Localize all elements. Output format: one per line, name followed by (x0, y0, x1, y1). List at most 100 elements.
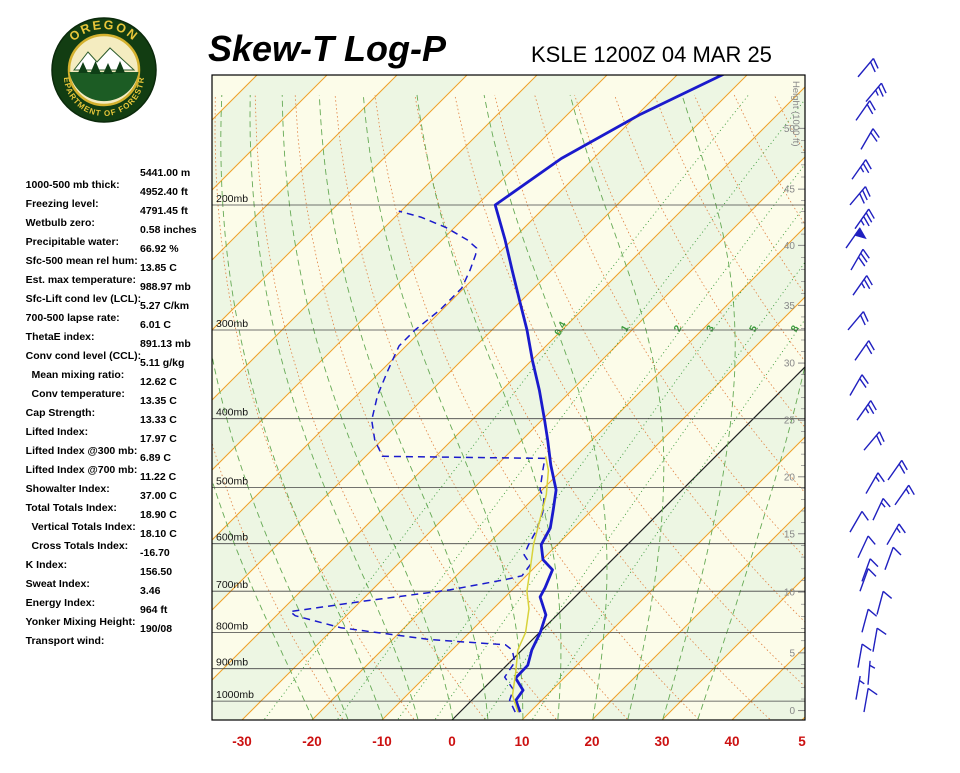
index-row: Freezing level: 4952.40 ft (14, 186, 219, 210)
mixing-ratio-label: 8 (789, 323, 802, 333)
mixing-ratio-label: 1 (619, 323, 632, 333)
index-value: 6.01 C (140, 319, 171, 331)
index-label: Precipitable water: (25, 236, 120, 248)
index-row: Sfc-Lift cond lev (LCL): 988.97 mb (14, 281, 219, 305)
index-row: Sfc-500 mean rel hum: 66.92 % (14, 243, 219, 267)
index-row: Wetbulb zero: 4791.45 ft (14, 205, 219, 229)
mixing-ratio-label: 2 (672, 323, 685, 333)
index-label: Lifted Index: (25, 426, 89, 438)
pressure-label: 500mb (216, 475, 248, 487)
pressure-label: 700mb (216, 579, 248, 591)
index-label: 1000-500 mb thick: (25, 179, 120, 191)
height-tick-label: 40 (784, 241, 796, 252)
index-row: K Index: -16.70 (14, 547, 219, 571)
index-value: 17.97 C (140, 433, 177, 445)
temp-axis-label: -20 (302, 734, 322, 749)
index-value: 5.27 C/km (140, 300, 190, 312)
index-value: 4952.40 ft (140, 186, 188, 198)
index-value: 964 ft (140, 604, 168, 616)
index-label: Wetbulb zero: (25, 217, 95, 229)
indices-panel: 1000-500 mb thick: 5441.00 m Freezing le… (14, 167, 219, 647)
index-value: 156.50 (140, 566, 173, 578)
index-value: 190/08 (140, 623, 173, 635)
index-row: Precipitable water: 0.58 inches (14, 224, 219, 248)
index-label: Energy Index: (25, 597, 96, 609)
index-row: Lifted Index: 13.33 C (14, 414, 219, 438)
index-value: 5.11 g/kg (140, 357, 185, 369)
page-title: Skew-T Log-P (208, 28, 447, 69)
mixing-ratio-label: 3 (705, 323, 718, 333)
index-row: Lifted Index @700 mb: 6.89 C (14, 452, 219, 476)
index-row: Yonker Mixing Height: 964 ft (14, 604, 219, 628)
temp-axis-label: 5 (798, 734, 806, 749)
index-label: Cap Strength: (25, 407, 96, 419)
pressure-label: 400mb (216, 407, 248, 419)
index-row: Showalter Index: 11.22 C (14, 471, 219, 495)
height-tick-label: 35 (784, 301, 796, 312)
odf-logo: OREGON DEPARTMENT OF FORESTRY (50, 14, 157, 123)
pressure-label: 200mb (216, 193, 248, 205)
plot-background: 0.4 1 2 3 5 8 (212, 75, 805, 720)
index-label: Transport wind: (25, 635, 105, 647)
wind-barbs (845, 58, 915, 713)
index-value: 18.10 C (140, 528, 177, 540)
index-value: 66.92 % (140, 243, 179, 255)
index-label: Sfc-Lift cond lev (LCL): (25, 293, 142, 305)
index-value: 13.35 C (140, 395, 177, 407)
index-value: 4791.45 ft (140, 205, 188, 217)
height-tick-label: 25 (784, 416, 796, 427)
index-value: 0.58 inches (140, 224, 197, 236)
index-row: Vertical Totals Index: 18.90 C (14, 509, 219, 533)
index-label: Cross Totals Index: (25, 540, 129, 552)
index-row: Energy Index: 3.46 (14, 585, 219, 609)
index-row: Sweat Index: 156.50 (14, 566, 219, 590)
index-value: 3.46 (140, 585, 161, 597)
height-tick-label: 0 (789, 706, 795, 717)
index-label: Freezing level: (25, 198, 99, 210)
mixing-ratio-label: 5 (748, 323, 761, 333)
pressure-label: 900mb (216, 657, 248, 669)
index-value: 11.22 C (140, 471, 177, 483)
pressure-label: 300mb (216, 318, 248, 330)
index-label: K Index: (25, 559, 68, 571)
index-row: Conv temperature: 12.62 C (14, 376, 219, 400)
index-label: Sfc-500 mean rel hum: (25, 255, 138, 267)
index-row: 1000-500 mb thick: 5441.00 m (14, 167, 219, 191)
index-label: Conv temperature: (25, 388, 125, 400)
index-row: Total Totals Index: 37.00 C (14, 490, 219, 514)
logo-trees-icon (78, 61, 125, 74)
temperature-trace (493, 75, 726, 713)
index-value: 988.97 mb (140, 281, 191, 293)
wetbulb-trace (511, 456, 550, 713)
index-value: 13.33 C (140, 414, 177, 426)
height-tick-label: 20 (784, 472, 796, 483)
index-label: Showalter Index: (25, 483, 110, 495)
index-value: -16.70 (140, 547, 170, 559)
index-row: Cross Totals Index: 18.10 C (14, 528, 219, 552)
index-value: 12.62 C (140, 376, 177, 388)
height-axis-title: Height (1000 ft) (790, 81, 801, 146)
index-value: 18.90 C (140, 509, 177, 521)
temp-axis-label: 10 (514, 734, 529, 749)
plot-border (211, 74, 806, 721)
index-label: Vertical Totals Index: (25, 521, 136, 533)
index-label: Yonker Mixing Height: (25, 616, 136, 628)
height-tick-label: 50 (784, 124, 796, 135)
index-value: 6.89 C (140, 452, 171, 464)
index-label: Mean mixing ratio: (25, 369, 125, 381)
height-tick-label: 30 (784, 359, 796, 370)
index-row: Est. max temperature: 13.85 C (14, 262, 219, 286)
station-datetime: KSLE 1200Z 04 MAR 25 (531, 42, 772, 67)
temp-axis-label: -10 (372, 734, 392, 749)
pressure-label: 1000mb (216, 689, 254, 701)
temp-axis-label: 0 (448, 734, 456, 749)
pressure-label: 800mb (216, 620, 248, 632)
index-value: 13.85 C (140, 262, 177, 274)
index-label: Total Totals Index: (25, 502, 117, 514)
index-row: Transport wind: 190/08 (14, 623, 219, 647)
height-tick-label: 45 (784, 185, 796, 196)
index-row: Cap Strength: 13.35 C (14, 395, 219, 419)
index-label: Lifted Index @700 mb: (25, 464, 138, 476)
